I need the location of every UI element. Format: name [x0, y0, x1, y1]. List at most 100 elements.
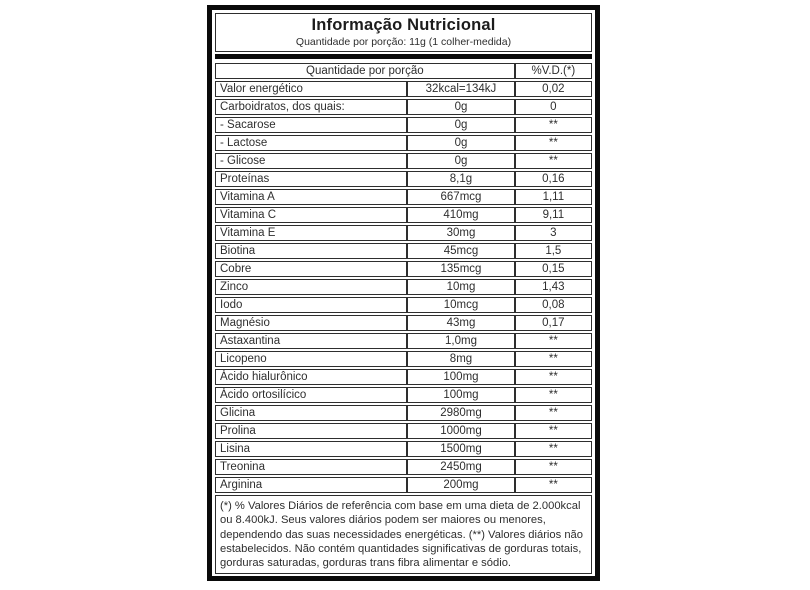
nutrient-dv-cell: ** [514, 441, 592, 457]
daily-values-footnote: (*) % Valores Diários de referência com … [215, 495, 592, 575]
label-header: Informação Nutricional Quantidade por po… [215, 13, 592, 52]
nutrient-dv-cell: ** [514, 387, 592, 403]
table-row: Licopeno 8mg ** [215, 351, 592, 367]
table-row: Vitamina A 667mcg 1,11 [215, 189, 592, 205]
nutrient-name-cell: Vitamina E [215, 225, 408, 241]
nutrient-dv-cell: 0,02 [514, 81, 592, 97]
nutrient-amount-cell: 100mg [407, 369, 515, 385]
nutrient-dv-cell: ** [514, 477, 592, 493]
table-row: Cobre 135mcg 0,15 [215, 261, 592, 277]
nutrient-dv-cell: 9,11 [514, 207, 592, 223]
nutrient-name-cell: Glicina [215, 405, 408, 421]
nutrient-name-cell: Licopeno [215, 351, 408, 367]
nutrient-name-cell: Ácido hialurônico [215, 369, 408, 385]
table-row: Zinco 10mg 1,43 [215, 279, 592, 295]
table-row: Arginina 200mg ** [215, 477, 592, 493]
nutrient-amount-cell: 8mg [407, 351, 515, 367]
nutrient-dv-cell: ** [514, 459, 592, 475]
nutrient-amount-cell: 0g [407, 135, 515, 151]
table-header-row: Quantidade por porção %V.D.(*) [215, 63, 592, 79]
nutrient-amount-cell: 43mg [407, 315, 515, 331]
table-row: - Sacarose 0g ** [215, 117, 592, 133]
table-row: Prolina 1000mg ** [215, 423, 592, 439]
nutrient-name-cell: - Sacarose [215, 117, 408, 133]
nutrient-amount-cell: 1500mg [407, 441, 515, 457]
nutrient-amount-cell: 2980mg [407, 405, 515, 421]
table-row: Ácido hialurônico 100mg ** [215, 369, 592, 385]
nutrient-dv-cell: 1,5 [514, 243, 592, 259]
table-row: - Glicose 0g ** [215, 153, 592, 169]
nutrient-amount-cell: 8,1g [407, 171, 515, 187]
table-row: Vitamina E 30mg 3 [215, 225, 592, 241]
nutrient-name-cell: - Lactose [215, 135, 408, 151]
thick-divider-bar [215, 54, 592, 59]
table-row: Treonina 2450mg ** [215, 459, 592, 475]
table-row: Iodo 10mcg 0,08 [215, 297, 592, 313]
nutrient-name-cell: Cobre [215, 261, 408, 277]
serving-size-subtitle: Quantidade por porção: 11g (1 colher-med… [295, 36, 512, 48]
nutrient-amount-cell: 410mg [407, 207, 515, 223]
nutrient-name-cell: Treonina [215, 459, 408, 475]
table-row: Glicina 2980mg ** [215, 405, 592, 421]
nutrient-name-cell: Proteínas [215, 171, 408, 187]
nutrient-amount-cell: 45mcg [407, 243, 515, 259]
nutrient-amount-cell: 10mcg [407, 297, 515, 313]
nutrient-name-cell: - Glicose [215, 153, 408, 169]
daily-value-column-header: %V.D.(*) [514, 63, 592, 79]
table-row: Vitamina C 410mg 9,11 [215, 207, 592, 223]
table-row: Valor energético 32kcal=134kJ 0,02 [215, 81, 592, 97]
nutrient-amount-cell: 32kcal=134kJ [407, 81, 515, 97]
table-row: Lisina 1500mg ** [215, 441, 592, 457]
nutrition-table-body: Valor energético 32kcal=134kJ 0,02 Carbo… [215, 81, 592, 493]
nutrient-name-cell: Biotina [215, 243, 408, 259]
table-row: Carboidratos, dos quais: 0g 0 [215, 99, 592, 115]
nutrient-name-cell: Ácido ortosilícico [215, 387, 408, 403]
nutrient-dv-cell: ** [514, 405, 592, 421]
nutrient-amount-cell: 10mg [407, 279, 515, 295]
nutrient-amount-cell: 0g [407, 153, 515, 169]
nutrient-dv-cell: ** [514, 333, 592, 349]
nutrient-amount-cell: 1,0mg [407, 333, 515, 349]
nutrient-dv-cell: 0,17 [514, 315, 592, 331]
nutrient-name-cell: Valor energético [215, 81, 408, 97]
nutrient-name-cell: Zinco [215, 279, 408, 295]
nutrient-name-cell: Lisina [215, 441, 408, 457]
nutrient-dv-cell: ** [514, 135, 592, 151]
nutrient-dv-cell: ** [514, 423, 592, 439]
table-row: - Lactose 0g ** [215, 135, 592, 151]
nutrient-dv-cell: ** [514, 117, 592, 133]
nutrient-dv-cell: 1,43 [514, 279, 592, 295]
nutrient-name-cell: Astaxantina [215, 333, 408, 349]
nutrient-dv-cell: 0 [514, 99, 592, 115]
table-row: Magnésio 43mg 0,17 [215, 315, 592, 331]
nutrient-amount-cell: 200mg [407, 477, 515, 493]
nutrient-amount-cell: 0g [407, 117, 515, 133]
label-title: Informação Nutricional [311, 16, 496, 34]
nutrient-dv-cell: 1,11 [514, 189, 592, 205]
nutrient-name-cell: Vitamina C [215, 207, 408, 223]
nutrient-amount-cell: 667mcg [407, 189, 515, 205]
nutrient-amount-cell: 2450mg [407, 459, 515, 475]
nutrient-name-cell: Carboidratos, dos quais: [215, 99, 408, 115]
nutrient-name-cell: Prolina [215, 423, 408, 439]
nutrient-amount-cell: 135mcg [407, 261, 515, 277]
nutrient-dv-cell: 3 [514, 225, 592, 241]
table-row: Biotina 45mcg 1,5 [215, 243, 592, 259]
nutrient-amount-cell: 30mg [407, 225, 515, 241]
nutrient-dv-cell: 0,16 [514, 171, 592, 187]
nutrient-dv-cell: 0,15 [514, 261, 592, 277]
nutrition-table: Quantidade por porção %V.D.(*) Valor ene… [215, 61, 592, 495]
table-row: Astaxantina 1,0mg ** [215, 333, 592, 349]
nutrient-dv-cell: ** [514, 351, 592, 367]
nutrient-dv-cell: ** [514, 153, 592, 169]
nutrient-amount-cell: 1000mg [407, 423, 515, 439]
nutrient-amount-cell: 100mg [407, 387, 515, 403]
table-row: Proteínas 8,1g 0,16 [215, 171, 592, 187]
nutrient-dv-cell: 0,08 [514, 297, 592, 313]
nutrition-label: Informação Nutricional Quantidade por po… [207, 5, 600, 581]
nutrient-name-cell: Magnésio [215, 315, 408, 331]
nutrient-amount-cell: 0g [407, 99, 515, 115]
nutrient-name-cell: Vitamina A [215, 189, 408, 205]
nutrient-name-cell: Arginina [215, 477, 408, 493]
table-row: Ácido ortosilícico 100mg ** [215, 387, 592, 403]
